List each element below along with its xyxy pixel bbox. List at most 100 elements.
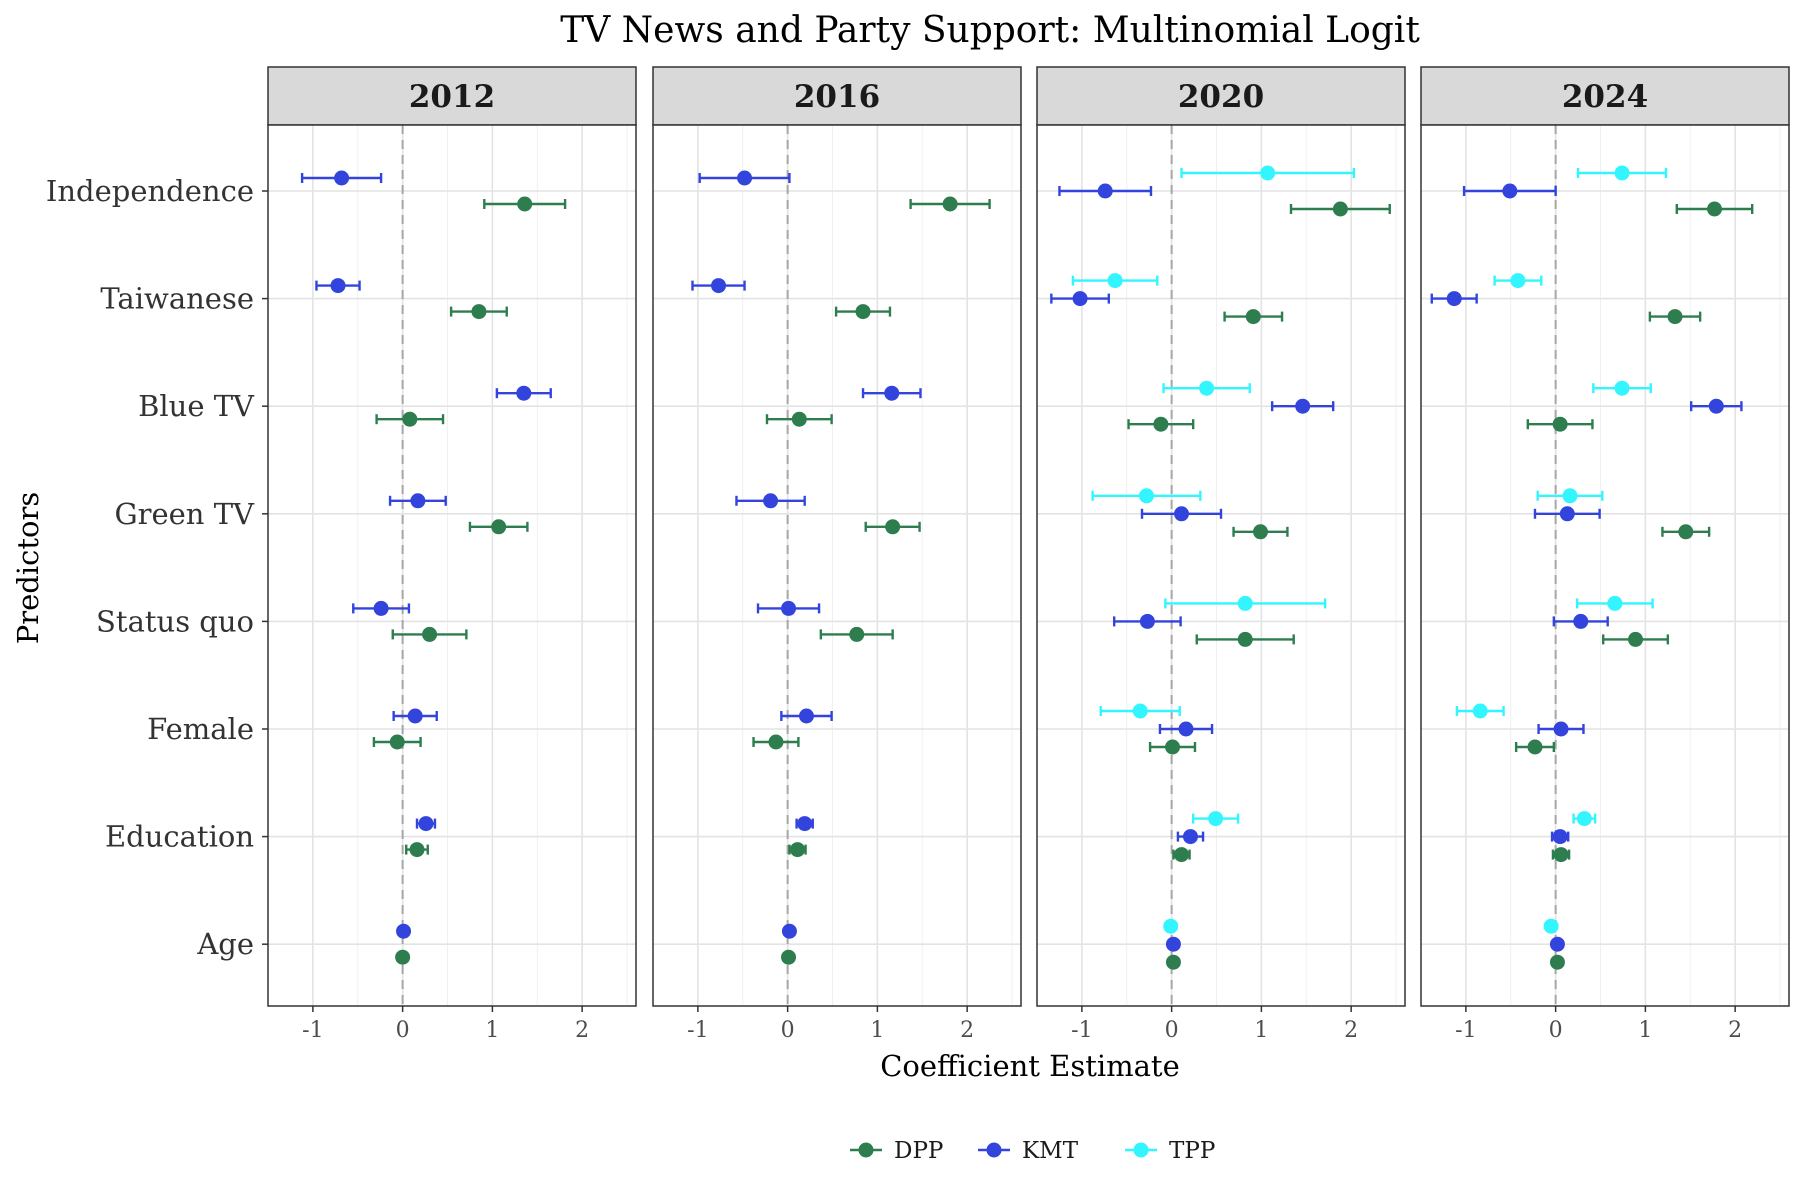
panel-background xyxy=(268,125,636,1006)
point-TPP-status-quo xyxy=(1237,595,1253,611)
point-KMT-green-tv xyxy=(763,493,779,509)
point-KMT-female xyxy=(1178,721,1194,737)
point-TPP-blue-tv xyxy=(1614,380,1630,396)
point-TPP-taiwanese xyxy=(1510,273,1526,289)
point-KMT-blue-tv xyxy=(1708,398,1724,414)
x-tick-label: 0 xyxy=(1165,1018,1179,1043)
point-KMT-female xyxy=(1553,721,1569,737)
point-KMT-age xyxy=(396,923,412,939)
point-DPP-taiwanese xyxy=(1667,309,1683,325)
point-DPP-green-tv xyxy=(491,519,507,535)
point-KMT-independence xyxy=(737,170,753,186)
point-KMT-taiwanese xyxy=(1446,291,1462,307)
point-TPP-education xyxy=(1576,811,1592,827)
point-TPP-independence xyxy=(1614,165,1630,181)
panel-background xyxy=(1421,125,1789,1006)
x-tick-label: -1 xyxy=(1455,1018,1476,1043)
point-DPP-education xyxy=(409,842,425,858)
x-tick-label: 2 xyxy=(960,1018,974,1043)
y-axis-title: Predictors xyxy=(11,492,45,644)
point-DPP-independence xyxy=(1707,201,1723,217)
point-DPP-taiwanese xyxy=(1245,309,1261,325)
y-tick-label: Independence xyxy=(46,174,254,208)
point-DPP-age xyxy=(1549,954,1565,970)
facet-strip-label-2020: 2020 xyxy=(1178,79,1264,115)
legend: DPP KMT TPP xyxy=(850,1138,1215,1164)
legend-item-TPP: TPP xyxy=(1125,1138,1215,1164)
point-KMT-status-quo xyxy=(373,600,389,616)
point-TPP-blue-tv xyxy=(1199,380,1215,396)
point-DPP-education xyxy=(790,842,806,858)
facet-panel-2016: 2016 -1 0 1 2 xyxy=(652,66,1022,1043)
panel-border xyxy=(1036,124,1406,1007)
point-DPP-education xyxy=(1553,847,1569,863)
point-TPP-green-tv xyxy=(1562,488,1578,504)
point-KMT-age xyxy=(1165,936,1181,952)
point-KMT-status-quo xyxy=(781,600,797,616)
point-DPP-female xyxy=(1527,739,1543,755)
point-KMT-blue-tv xyxy=(884,385,900,401)
x-tick-label: -1 xyxy=(1071,1018,1092,1043)
facet-strip-label-2016: 2016 xyxy=(794,79,880,115)
point-KMT-independence xyxy=(1502,183,1518,199)
point-TPP-taiwanese xyxy=(1107,273,1123,289)
facet-strip-2024 xyxy=(1420,66,1790,126)
point-DPP-female xyxy=(389,734,405,750)
x-tick-label: 2 xyxy=(1728,1018,1742,1043)
point-KMT-status-quo xyxy=(1139,613,1155,629)
point-KMT-age xyxy=(1549,936,1565,952)
point-DPP-green-tv xyxy=(1252,524,1268,540)
point-TPP-status-quo xyxy=(1607,595,1623,611)
point-TPP-female xyxy=(1472,703,1488,719)
x-tick-label: 1 xyxy=(485,1018,499,1043)
x-tick-label: 1 xyxy=(1254,1018,1268,1043)
legend-key-point xyxy=(858,1142,874,1158)
point-DPP-independence xyxy=(942,196,958,212)
panel-background xyxy=(653,125,1021,1006)
point-DPP-independence xyxy=(1332,201,1348,217)
facet-panel-2024: 2024 -1 0 1 2 xyxy=(1420,66,1790,1043)
chart-title: TV News and Party Support: Multinomial L… xyxy=(560,10,1420,51)
point-DPP-blue-tv xyxy=(402,411,418,427)
panel-background xyxy=(1037,125,1405,1006)
point-DPP-status-quo xyxy=(849,626,865,642)
x-tick-label: -1 xyxy=(687,1018,708,1043)
point-KMT-green-tv xyxy=(1559,506,1575,522)
point-DPP-age xyxy=(781,949,797,965)
panel-border xyxy=(267,124,637,1007)
point-DPP-age xyxy=(1165,954,1181,970)
facet-strip-label-2012: 2012 xyxy=(409,79,495,115)
y-tick-label: Female xyxy=(147,712,254,746)
point-KMT-blue-tv xyxy=(1295,398,1311,414)
legend-item-DPP: DPP xyxy=(850,1138,943,1164)
x-tick-label: 2 xyxy=(1344,1018,1358,1043)
facet-strip-2016 xyxy=(652,66,1022,126)
point-KMT-taiwanese xyxy=(711,278,727,294)
point-KMT-taiwanese xyxy=(1072,291,1088,307)
point-DPP-blue-tv xyxy=(1552,416,1568,432)
legend-label-KMT: KMT xyxy=(1022,1138,1079,1164)
point-KMT-female xyxy=(407,708,423,724)
point-DPP-taiwanese xyxy=(855,304,871,320)
point-DPP-blue-tv xyxy=(791,411,807,427)
point-KMT-green-tv xyxy=(1174,506,1190,522)
point-DPP-status-quo xyxy=(1628,631,1644,647)
point-KMT-status-quo xyxy=(1573,613,1589,629)
point-DPP-female xyxy=(768,734,784,750)
point-DPP-green-tv xyxy=(885,519,901,535)
point-TPP-female xyxy=(1132,703,1148,719)
point-KMT-female xyxy=(798,708,814,724)
point-TPP-age xyxy=(1163,918,1179,934)
point-DPP-female xyxy=(1165,739,1181,755)
point-KMT-green-tv xyxy=(410,493,426,509)
point-DPP-status-quo xyxy=(1237,631,1253,647)
facet-panel-2020: 2020 -1 0 1 2 xyxy=(1036,66,1406,1043)
legend-key-point xyxy=(1133,1142,1149,1158)
point-KMT-blue-tv xyxy=(516,385,532,401)
y-tick-label: Age xyxy=(196,927,254,961)
x-tick-label: 1 xyxy=(870,1018,884,1043)
point-DPP-status-quo xyxy=(422,626,438,642)
